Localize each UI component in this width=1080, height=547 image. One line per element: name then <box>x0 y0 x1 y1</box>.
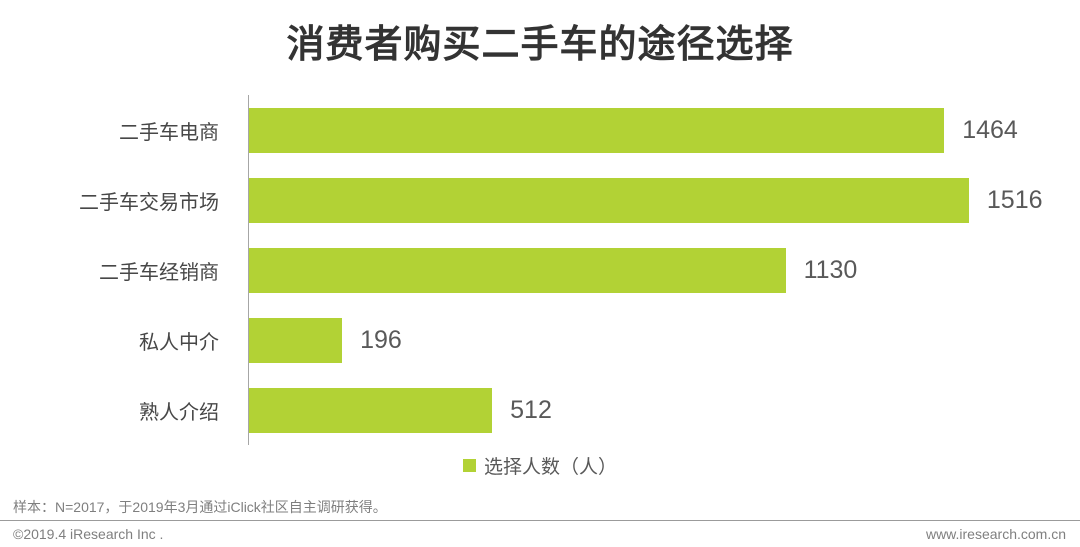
bar-row: 二手车交易市场 1516 <box>0 165 1080 235</box>
chart-title: 消费者购买二手车的途径选择 <box>286 24 794 66</box>
legend-label: 选择人数（人） <box>483 457 617 478</box>
bar-label: 二手车经销商 <box>99 261 219 284</box>
footer-divider <box>0 520 1080 521</box>
bar-row: 私人中介 196 <box>0 305 1080 375</box>
bar <box>249 107 945 153</box>
bar <box>249 317 343 363</box>
bar-row: 熟人介绍 512 <box>0 375 1080 445</box>
bar-value: 1516 <box>986 185 1043 214</box>
bar-label: 私人中介 <box>139 331 219 354</box>
bar <box>249 177 969 223</box>
y-axis-line <box>248 95 249 445</box>
bar-label: 二手车交易市场 <box>79 191 219 214</box>
bar-track: 1516 <box>249 165 1080 235</box>
bar-track: 1130 <box>249 235 1080 305</box>
bar-track: 196 <box>249 305 1080 375</box>
bar-rows: 二手车电商 1464 二手车交易市场 1516 二手车经销商 1130 私人中介 196 熟人介… <box>0 95 1080 445</box>
copyright-text: ©2019.4 iResearch Inc . <box>13 526 164 542</box>
bar-label: 二手车电商 <box>119 121 219 144</box>
bar-value: 512 <box>510 395 552 424</box>
bar-track: 1464 <box>249 95 1080 165</box>
bar-value: 196 <box>360 325 402 354</box>
bar-label: 熟人介绍 <box>139 401 219 424</box>
bar-chart: 二手车电商 1464 二手车交易市场 1516 二手车经销商 1130 私人中介 196 熟人介… <box>0 95 1080 445</box>
bar <box>249 387 493 433</box>
bar-value: 1464 <box>962 115 1018 144</box>
bar-value: 1130 <box>803 255 858 284</box>
bar <box>249 247 786 293</box>
legend: 选择人数（人） <box>0 452 1080 479</box>
sample-note: 样本：N=2017，于2019年3月通过iClick社区自主调研获得。 <box>13 499 387 515</box>
bar-row: 二手车经销商 1130 <box>0 235 1080 305</box>
website-text: www.iresearch.com.cn <box>925 526 1066 542</box>
bar-row: 二手车电商 1464 <box>0 95 1080 165</box>
bar-track: 512 <box>249 375 1080 445</box>
legend-swatch-icon <box>462 459 476 472</box>
